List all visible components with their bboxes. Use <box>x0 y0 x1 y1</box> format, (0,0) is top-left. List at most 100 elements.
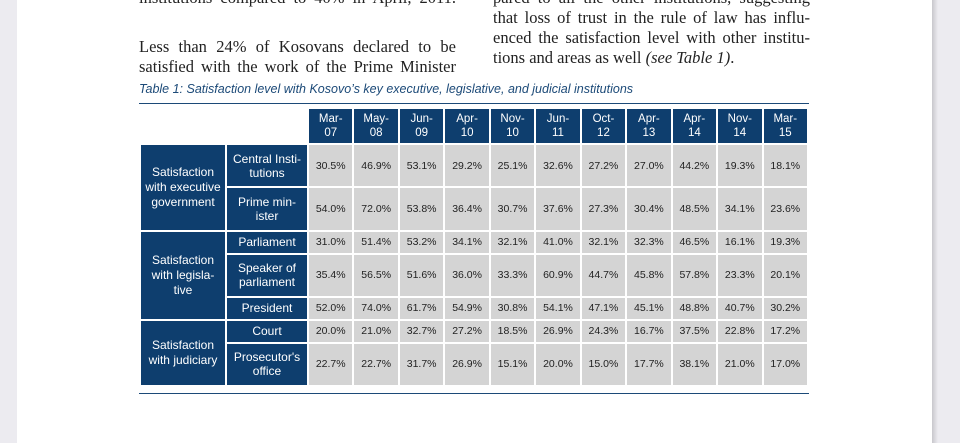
value-cell: 27.2% <box>445 320 489 342</box>
value-cell: 32.7% <box>399 320 444 342</box>
table-reference: (see Table 1) <box>645 48 731 67</box>
row-group-label: Satisfaction with legisla-tive <box>141 231 225 319</box>
value-cell: 45.1% <box>627 298 671 319</box>
value-cell: 48.8% <box>672 298 717 319</box>
value-cell: 19.3% <box>763 231 807 253</box>
value-cell: 31.0% <box>309 231 353 253</box>
value-cell: 30.2% <box>763 298 807 319</box>
value-cell: 23.6% <box>763 188 807 230</box>
value-cell: 15.0% <box>581 343 626 385</box>
body-line: pared to all the other institutions, sug… <box>493 0 810 8</box>
column-header: Apr- 13 <box>627 109 671 143</box>
row-group-label: Satisfaction with executive government <box>141 145 225 230</box>
value-cell: 20.0% <box>309 320 353 342</box>
value-cell: 17.0% <box>763 343 807 385</box>
row-label: Court <box>227 320 307 342</box>
value-cell: 54.0% <box>309 188 353 230</box>
value-cell: 45.8% <box>627 254 671 297</box>
row-label: President <box>227 298 307 319</box>
value-cell: 40.7% <box>718 298 762 319</box>
value-cell: 29.2% <box>445 145 489 187</box>
value-cell: 31.7% <box>399 343 444 385</box>
row-label: Parliament <box>227 231 307 253</box>
value-cell: 37.5% <box>672 320 717 342</box>
value-cell: 74.0% <box>354 298 398 319</box>
table-row: Prime min-ister 54.0% 72.0% 53.8% 36.4% … <box>141 188 807 230</box>
value-cell: 46.9% <box>354 145 398 187</box>
value-cell: 25.1% <box>490 145 535 187</box>
value-cell: 21.0% <box>354 320 398 342</box>
value-cell: 32.1% <box>581 231 626 253</box>
column-header: Jun- 11 <box>536 109 580 143</box>
row-label: Speaker of parliament <box>227 254 307 297</box>
body-line: tions and areas as well (see Table 1). <box>493 48 810 68</box>
value-cell: 53.1% <box>399 145 444 187</box>
value-cell: 48.5% <box>672 188 717 230</box>
value-cell: 17.2% <box>763 320 807 342</box>
body-line: Less than 24% of Kosovans declared to be <box>139 37 456 56</box>
value-cell: 36.0% <box>445 254 489 297</box>
value-cell: 53.8% <box>399 188 444 230</box>
row-group-label: Satisfaction with judiciary <box>141 320 225 385</box>
row-label: Prosecutor's office <box>227 343 307 385</box>
value-cell: 22.8% <box>718 320 762 342</box>
column-header: Oct- 12 <box>581 109 626 143</box>
body-line: institutions compared to 40% in April, 2… <box>139 0 456 8</box>
value-cell: 35.4% <box>309 254 353 297</box>
table-row: Satisfaction with executive government Cen… <box>141 145 807 230</box>
value-cell: 27.0% <box>627 145 671 187</box>
column-header: Apr- 10 <box>445 109 489 143</box>
body-line: that loss of trust in the rule of law ha… <box>493 8 810 27</box>
body-line-text: tions and areas as well <box>493 48 642 67</box>
body-line: satisfied with the work of the Prime Min… <box>139 57 456 76</box>
column-header: Mar- 15 <box>763 109 807 143</box>
value-cell: 19.3% <box>718 145 762 187</box>
value-cell: 30.4% <box>627 188 671 230</box>
value-cell: 20.1% <box>763 254 807 297</box>
table-caption: Table 1: Satisfaction level with Kosovo’… <box>139 82 634 96</box>
value-cell: 44.7% <box>581 254 626 297</box>
value-cell: 17.7% <box>627 343 671 385</box>
row-label: Central Insti-tutions <box>227 145 307 187</box>
table-row: Speaker of parliament 35.4% 56.5% 51.6% 3… <box>141 254 807 297</box>
value-cell: 61.7% <box>399 298 444 319</box>
value-cell: 60.9% <box>536 254 580 297</box>
value-cell: 54.1% <box>536 298 580 319</box>
value-cell: 22.7% <box>309 343 353 385</box>
value-cell: 30.7% <box>490 188 535 230</box>
value-cell: 32.1% <box>490 231 535 253</box>
value-cell: 53.2% <box>399 231 444 253</box>
value-cell: 26.9% <box>536 320 580 342</box>
value-cell: 27.2% <box>581 145 626 187</box>
table-row: Satisfaction with legisla-tive Parliament… <box>141 231 807 319</box>
column-header: Jun- 09 <box>399 109 444 143</box>
value-cell: 18.1% <box>763 145 807 187</box>
value-cell: 51.4% <box>354 231 398 253</box>
value-cell: 41.0% <box>536 231 580 253</box>
value-cell: 34.1% <box>445 231 489 253</box>
header-blank <box>141 109 307 143</box>
value-cell: 56.5% <box>354 254 398 297</box>
value-cell: 23.3% <box>718 254 762 297</box>
value-cell: 54.9% <box>445 298 489 319</box>
value-cell: 33.3% <box>490 254 535 297</box>
value-cell: 51.6% <box>399 254 444 297</box>
table-row: Prosecutor's office 22.7% 22.7% 31.7% 26.… <box>141 343 807 385</box>
table-top-rule <box>139 103 809 104</box>
value-cell: 26.9% <box>445 343 489 385</box>
value-cell: 47.1% <box>581 298 626 319</box>
value-cell: 34.1% <box>718 188 762 230</box>
value-cell: 32.3% <box>627 231 671 253</box>
table-row: President 52.0% 74.0% 61.7% 54.9% 30.8% … <box>141 298 807 319</box>
value-cell: 16.1% <box>718 231 762 253</box>
column-header: Nov- 14 <box>718 109 762 143</box>
value-cell: 30.8% <box>490 298 535 319</box>
value-cell: 22.7% <box>354 343 398 385</box>
row-label: Prime min-ister <box>227 188 307 230</box>
value-cell: 57.8% <box>672 254 717 297</box>
header-row: Mar- 07 May- 08 Jun- 09 Apr- 10 Nov- 10 Jun- 1… <box>141 109 807 143</box>
value-cell: 36.4% <box>445 188 489 230</box>
body-line: enced the satisfaction level with other … <box>493 28 810 47</box>
value-cell: 16.7% <box>627 320 671 342</box>
table-row: Satisfaction with judiciary Court 20.0% 2… <box>141 320 807 385</box>
